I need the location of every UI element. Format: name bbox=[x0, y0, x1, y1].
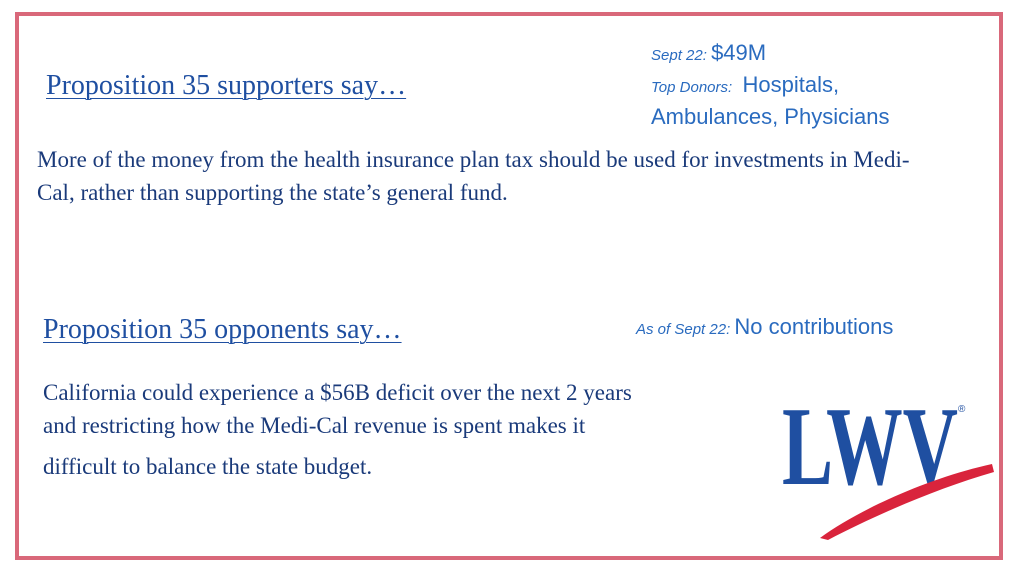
supporters-donors-line2: Ambulances, Physicians bbox=[651, 104, 890, 129]
opponents-body-line3: difficult to balance the state budget. bbox=[43, 454, 373, 479]
supporters-donors-label: Top Donors bbox=[651, 79, 728, 96]
opponents-body: California could experience a $56B defic… bbox=[43, 376, 632, 483]
opponents-body-line2: and restricting how the Medi-Cal revenue… bbox=[43, 413, 586, 438]
lwv-swoosh bbox=[820, 464, 994, 540]
opponents-funding: As of Sept 22: No contributions bbox=[636, 314, 894, 339]
supporters-donors-line: Top Donors: Hospitals, bbox=[651, 72, 840, 97]
supporters-donors-line1: Hospitals, bbox=[742, 72, 840, 97]
lwv-logo: LWV ® bbox=[782, 392, 994, 540]
supporters-amount-line: Sept 22: $49M bbox=[651, 40, 767, 65]
slide-border bbox=[15, 12, 1003, 560]
supporters-funding: Sept 22: $49M Top Donors: Hospitals, Amb… bbox=[651, 38, 889, 131]
supporters-body: More of the money from the health insura… bbox=[37, 147, 910, 205]
supporters-heading: Proposition 35 supporters say… bbox=[46, 70, 407, 101]
opponents-contributions: No contributions bbox=[734, 314, 894, 339]
supporters-amount: $49M bbox=[711, 40, 767, 65]
opponents-heading: Proposition 35 opponents say… bbox=[43, 314, 402, 345]
opponents-body-line1: California could experience a $56B defic… bbox=[43, 380, 632, 405]
registered-mark: ® bbox=[958, 404, 966, 415]
supporters-date-label: Sept 22 bbox=[651, 47, 703, 64]
opponents-date-label: As of Sept 22 bbox=[636, 321, 727, 338]
